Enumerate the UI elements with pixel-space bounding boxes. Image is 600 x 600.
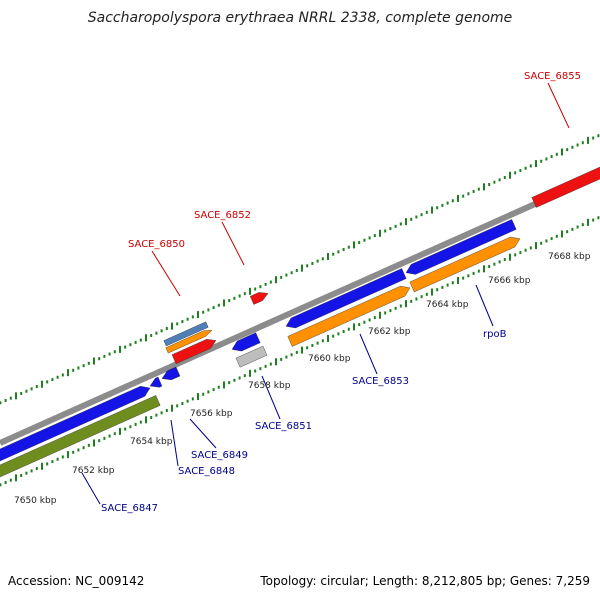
scale-label: 7658 kbp: [248, 381, 291, 391]
genome-summary-text: Topology: circular; Length: 8,212,805 bp…: [260, 574, 590, 588]
gene-arrow: [0, 395, 161, 478]
scale-label: 7656 kbp: [190, 409, 233, 419]
scale-label: 7650 kbp: [14, 496, 57, 506]
gene-label: SACE_6849: [191, 450, 248, 461]
gene-arrow: [409, 236, 521, 293]
scale-label: 7668 kbp: [548, 252, 591, 262]
label-leader-lines: [81, 82, 570, 505]
leader-line: [475, 284, 494, 327]
gene-arrow: [165, 330, 213, 354]
gene-label: SACE_6847: [101, 503, 158, 514]
leader-line: [189, 418, 217, 449]
gene-arrow: [249, 292, 269, 305]
tick-marks: [0, 134, 600, 487]
gene-label: SACE_6848: [178, 466, 235, 477]
gene-arrow: [231, 332, 261, 352]
page-title: Saccharopolyspora erythraea NRRL 2338, c…: [87, 10, 513, 26]
scale-label: 7664 kbp: [426, 300, 469, 310]
scale-label: 7660 kbp: [308, 354, 351, 364]
scale-label: 7654 kbp: [130, 437, 173, 447]
scale-label: 7666 kbp: [488, 276, 531, 286]
gene-label: rpoB: [483, 329, 507, 340]
gene-arrow: [405, 219, 517, 275]
gene-arrow: [287, 285, 411, 347]
leader-line: [221, 221, 245, 266]
gene-label: SACE_6851: [255, 421, 312, 432]
leader-line: [359, 333, 378, 375]
gene-arrow: [235, 345, 268, 368]
gene-arrow: [285, 268, 407, 329]
gene-labels: SACE_6855 SACE_6852 SACE_6850 SACE_6853 rpoB…: [101, 71, 581, 514]
leader-line: [151, 250, 181, 297]
accession-text: Accession: NC_009142: [8, 574, 145, 588]
scale-label: 7662 kbp: [368, 327, 411, 337]
leader-line: [261, 375, 281, 420]
gene-label: SACE_6850: [128, 239, 185, 250]
leader-line: [81, 472, 101, 505]
leader-line: [547, 82, 570, 129]
scale-labels: 7650 kbp 7652 kbp 7654 kbp 7656 kbp 7658 kbp…: [14, 252, 591, 506]
scale-label: 7652 kbp: [72, 466, 115, 476]
leader-line: [170, 419, 179, 467]
gene-arrow: [171, 338, 217, 365]
gene-arrow: [161, 366, 181, 381]
gene-label: SACE_6855: [524, 71, 581, 82]
gene-label: SACE_6853: [352, 376, 409, 387]
gene-arrow: [0, 385, 151, 462]
genome-backbone: [0, 172, 600, 446]
gene-label: SACE_6852: [194, 210, 251, 221]
gene-arrow: [531, 166, 600, 208]
gene-arrow: [149, 376, 163, 388]
gene-arrow: [163, 321, 209, 347]
gene-features: [0, 166, 600, 478]
